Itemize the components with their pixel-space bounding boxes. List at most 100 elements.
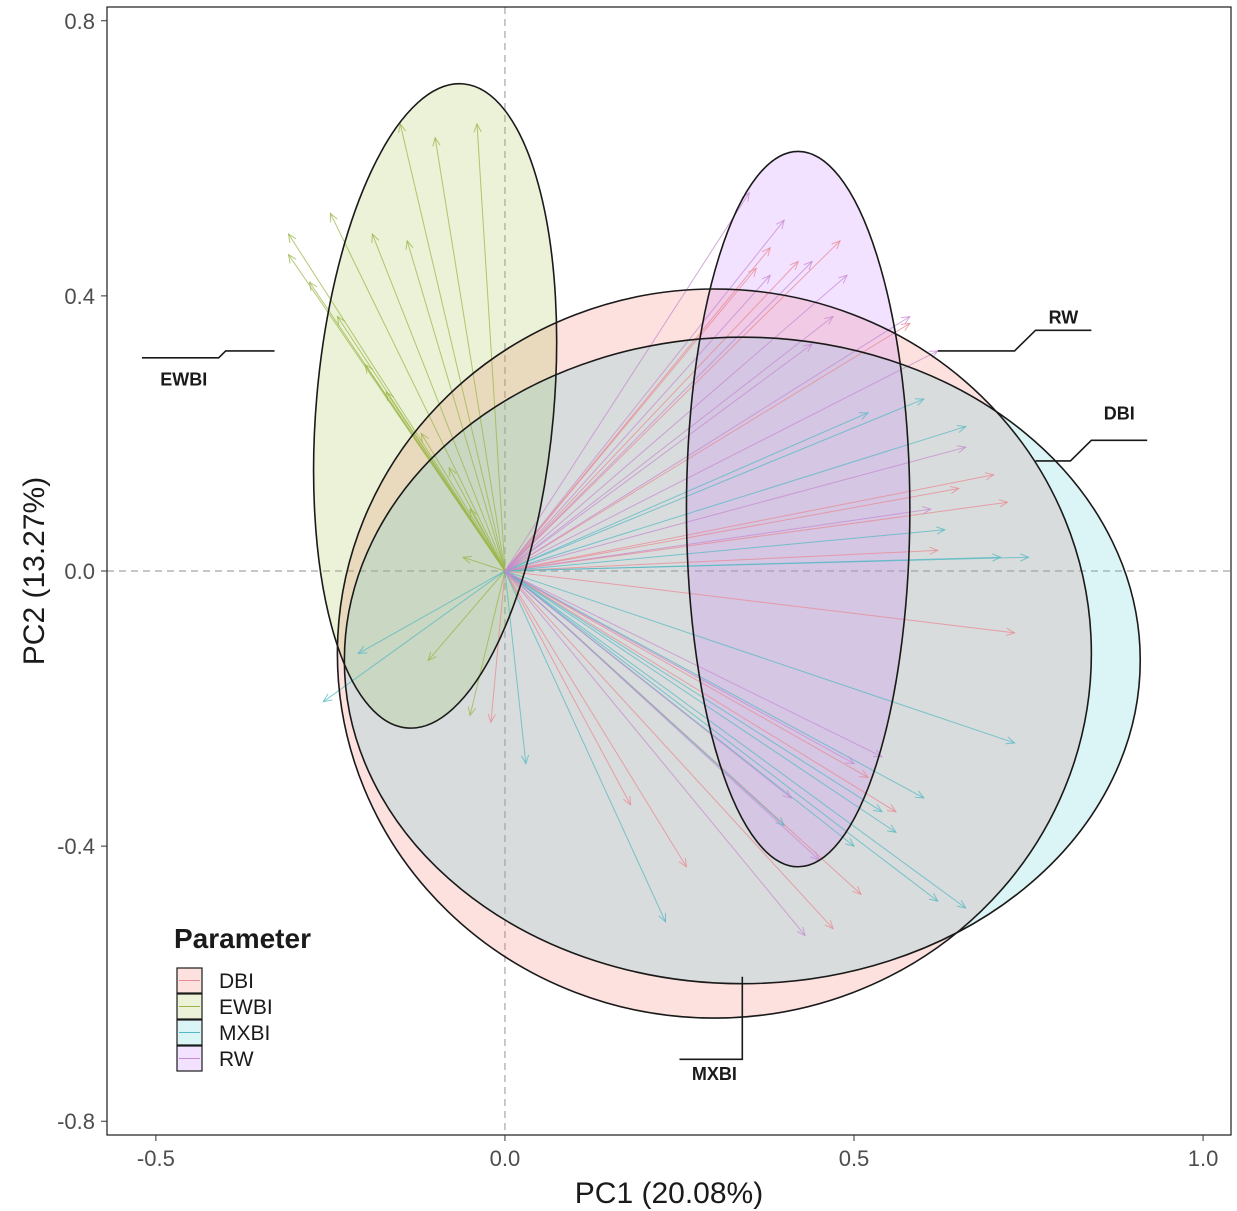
- vector-mxbi: [504, 570, 925, 799]
- vector-ewbi-arrowhead: [473, 122, 482, 133]
- vector-mxbi-arrowhead: [956, 425, 967, 433]
- vector-dbi-arrowhead: [678, 857, 688, 868]
- vector-mxbi-arrowhead: [936, 526, 946, 535]
- vector-mxbi: [358, 570, 506, 654]
- vector-ewbi-arrowhead: [432, 136, 441, 147]
- vector-mxbi-arrowhead: [914, 398, 925, 406]
- vector-ewbi-arrowhead: [336, 315, 346, 326]
- callout-ewbi: [141, 350, 275, 359]
- vector-dbi-arrowhead: [761, 246, 772, 257]
- vector-dbi-arrowhead: [949, 485, 960, 494]
- ellipse-rw-fill: [686, 151, 910, 867]
- ellipse-ewbi-fill: [313, 83, 557, 729]
- callout-rw: [937, 329, 1092, 352]
- vector-rw: [504, 219, 785, 572]
- vector-mxbi-arrowhead: [886, 824, 897, 834]
- vector-mxbi-arrowhead: [845, 837, 855, 847]
- vector-mxbi: [504, 570, 527, 764]
- x-tick-label: 0.0: [490, 1146, 521, 1171]
- vector-ewbi: [462, 556, 506, 572]
- vector-mxbi-arrowhead: [775, 817, 786, 827]
- legend: Parameter DBI EWBI MXBI RW: [174, 923, 311, 1072]
- vector-dbi-arrowhead: [984, 472, 995, 481]
- y-tick-label: -0.8: [57, 1109, 95, 1134]
- vector-dbi-arrowhead: [487, 713, 496, 724]
- callout-mxbi: [679, 976, 744, 1061]
- vector-ewbi-arrowhead: [385, 391, 395, 402]
- vector-mxbi: [504, 570, 1015, 744]
- y-tick-label: 0.0: [64, 559, 95, 584]
- vector-rw-arrowhead: [922, 506, 933, 515]
- x-axis-title: PC1 (20.08%): [575, 1177, 763, 1210]
- vector-rw-arrowhead: [796, 926, 806, 937]
- vector-dbi-arrowhead: [852, 885, 862, 896]
- vector-ewbi: [469, 508, 506, 572]
- vector-mxbi-arrowhead: [992, 553, 1002, 562]
- vector-mxbi-arrowhead: [1020, 553, 1030, 562]
- vector-dbi: [504, 261, 799, 572]
- vector-rw-arrowhead: [803, 343, 814, 353]
- y-tick-label: 0.8: [64, 9, 95, 34]
- vector-ewbi: [406, 240, 506, 572]
- vector-ewbi-arrowhead: [329, 212, 338, 223]
- vector-rw: [504, 192, 750, 572]
- label-dbi: DBI: [1104, 404, 1135, 424]
- vector-dbi-arrowhead: [1005, 627, 1016, 637]
- vector-rw: [504, 316, 911, 572]
- vector-ewbi-arrowhead: [448, 466, 457, 477]
- vector-ewbi: [427, 570, 506, 661]
- ellipse-rw-outline: [685, 150, 911, 868]
- vector-mxbi-arrowhead: [357, 646, 368, 655]
- vector-rw-arrowhead: [782, 789, 793, 799]
- vector-rw-arrowhead: [900, 315, 911, 325]
- vector-mxbi: [504, 426, 966, 572]
- vector-rw-arrowhead: [872, 749, 884, 758]
- vector-ewbi: [288, 233, 506, 572]
- vector-ewbi-arrowhead: [287, 253, 297, 264]
- vector-rw: [504, 446, 966, 572]
- ellipse-ewbi-outline: [312, 82, 558, 729]
- vector-mxbi-arrowhead: [322, 693, 333, 703]
- vector-ewbi-arrowhead: [461, 555, 473, 564]
- vector-mxbi-arrowhead: [956, 899, 967, 909]
- vector-mxbi-arrowhead: [1005, 736, 1016, 745]
- vector-rw-arrowhead: [956, 445, 967, 454]
- vector-rw: [504, 570, 820, 861]
- ellipse-dbi-fill: [337, 288, 1092, 1019]
- vector-ewbi: [476, 123, 506, 572]
- y-axis-title: PC2 (13.27%): [18, 477, 51, 665]
- vector-mxbi: [504, 398, 925, 572]
- vector-dbi-arrowhead: [929, 546, 940, 555]
- vector-rw-arrowhead: [844, 756, 856, 765]
- vector-ewbi: [434, 137, 506, 572]
- vector-ewbi-arrowhead: [371, 232, 380, 243]
- vector-mxbi: [504, 570, 883, 813]
- vector-dbi-arrowhead: [623, 795, 632, 806]
- legend-label-mxbi: MXBI: [219, 1022, 270, 1045]
- vector-rw: [504, 350, 939, 572]
- vector-mxbi-arrowhead: [872, 803, 883, 813]
- vector-mxbi: [504, 556, 1001, 572]
- vector-rw: [504, 316, 834, 572]
- ellipse-mxbi-fill: [344, 337, 1141, 984]
- vector-rw-arrowhead: [761, 274, 772, 284]
- vector-dbi: [504, 247, 771, 572]
- vector-mxbi-arrowhead: [914, 790, 925, 799]
- vector-dbi: [504, 570, 869, 778]
- vector-ewbi-arrowhead: [469, 508, 478, 519]
- vector-ewbi: [371, 233, 506, 572]
- vector-ewbi: [399, 123, 506, 572]
- vector-mxbi: [504, 570, 897, 833]
- vector-ewbi: [329, 213, 506, 572]
- vector-dbi-arrowhead: [824, 919, 834, 930]
- vector-ewbi-arrowhead: [287, 232, 297, 243]
- vector-rw: [504, 274, 848, 572]
- x-tick-label: 1.0: [1188, 1146, 1219, 1171]
- vector-dbi-arrowhead: [831, 239, 841, 250]
- vector-dbi: [504, 570, 1015, 634]
- vector-rw: [504, 570, 806, 936]
- x-tick-label: -0.5: [137, 1146, 175, 1171]
- vector-ewbi-arrowhead: [398, 122, 407, 133]
- ellipse-dbi-outline: [336, 288, 1093, 1019]
